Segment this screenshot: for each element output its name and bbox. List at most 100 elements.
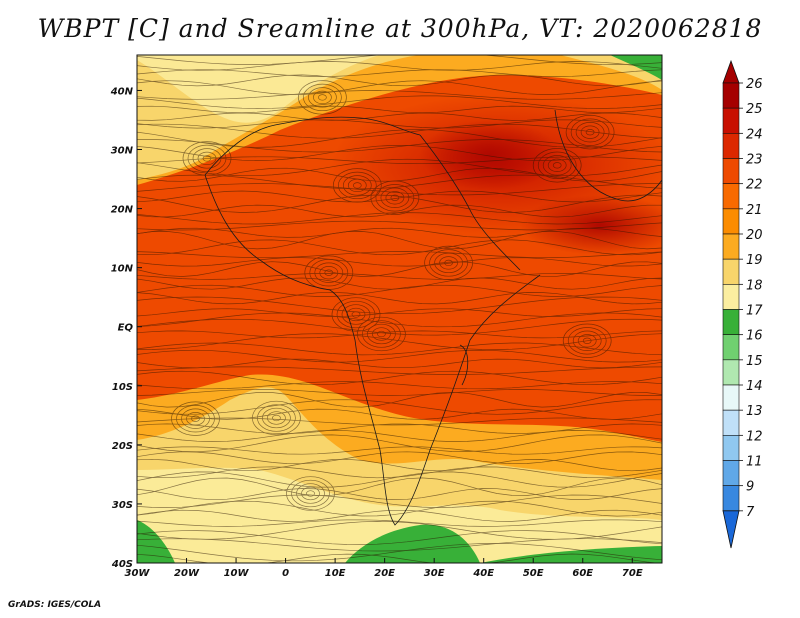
streamline-eddy [580,125,600,139]
streamline-eddy [537,151,577,179]
colorbar-label: 23 [746,153,763,168]
streamline-eddy [257,404,296,432]
streamline-eddy [306,490,315,497]
lon-tick-label: 0 [282,568,289,579]
streamline-eddy [337,171,377,200]
colorbar-label: 15 [746,354,763,369]
lat-tick-label: 20S [112,441,133,452]
streamline [137,458,662,472]
streamline [137,74,662,87]
colorbar-bottom-arrow [722,510,740,549]
streamline-eddy [286,476,335,511]
field-sw-green [137,520,175,563]
streamline-eddy [434,252,463,274]
streamline-eddy [313,90,332,105]
streamline [137,349,662,363]
field-se-green [480,546,662,563]
colorbar-swatch [722,208,740,235]
streamline-eddy [547,158,567,172]
streamline [137,446,662,455]
streamline [137,471,662,488]
streamline-eddy [332,168,382,203]
streamline [137,291,662,305]
streamline [137,381,662,390]
streamline-eddy [375,184,415,212]
streamline [137,95,662,109]
map-frame [136,54,663,564]
streamline [137,466,662,479]
streamline [137,145,662,161]
streamline [137,105,662,114]
lon-tick-label: 40E [472,568,494,579]
colorbar-swatch [722,107,740,134]
streamline [137,183,662,196]
streamline [137,308,662,317]
streamline [137,389,662,396]
lon-tick-label: 20W [174,568,200,579]
colorbar-label: 21 [746,203,763,218]
streamline-eddy [582,337,592,344]
streamline [137,494,662,508]
streamline-eddy [187,144,227,173]
streamline-eddy [444,259,453,267]
colorbar-swatch [722,133,740,159]
streamline-eddy [303,83,342,112]
streamline-eddy [385,191,405,205]
map-title: WBPT [C] and Sreamline at 300hPa, VT: 20… [37,14,763,43]
streamline [137,330,662,339]
streamline-eddy [351,311,361,318]
streamline-eddy [318,94,327,101]
streamline [137,417,662,426]
streamline [137,553,659,563]
colorbar-label: 24 [746,127,763,142]
streamline-eddy [567,327,607,355]
streamline-eddy [197,151,217,166]
streamline-eddy [324,269,334,276]
colorbar-swatch [722,183,740,210]
streamline [137,231,662,250]
field-north-pale [137,55,380,123]
streamline-eddy [309,259,349,287]
lat-tick-label: EQ [118,323,134,334]
streamline-eddy [565,115,615,150]
lat-tick-label: 10N [111,264,134,275]
streamline [137,530,662,545]
streamline-eddy [202,155,212,162]
streamline-eddy [585,129,595,136]
streamline-eddy [262,407,291,429]
streamlines [137,55,662,563]
streamline-eddy [377,330,386,338]
colorbar-label: 7 [746,505,755,520]
streamline-eddy [186,412,205,426]
streamline [137,399,662,415]
streamline-eddy [429,249,468,277]
streamline [137,261,662,277]
footer-credit: GrADS: IGES/COLA [8,600,102,610]
lat-tick-label: 20N [111,205,134,216]
streamline [137,430,662,442]
streamline [137,488,662,501]
streamline [137,90,662,100]
streamline-eddy [575,122,605,143]
streamline [137,366,662,375]
colorbar-label: 14 [746,379,763,394]
colorbar-label: 18 [746,278,763,293]
streamline [137,284,662,297]
lon-axis: 30W 20W 10W 0 10E 20E 30E 40E 50E 60E 70E [125,558,643,579]
streamline-eddy [367,323,396,345]
colorbar-label: 11 [746,455,763,470]
streamline-eddy [342,175,372,196]
colorbar-swatch [722,359,740,386]
streamline-eddy [272,414,281,422]
map-field [137,55,662,563]
streamline [137,370,662,386]
streamline-eddy [336,300,376,329]
colorbar: 26 25 24 23 22 21 20 19 18 17 16 15 14 13 12 11 9 7 [722,59,763,549]
field-south-green [345,524,480,563]
colorbar-swatch [722,435,740,461]
streamline-eddy [331,297,381,332]
streamline [137,112,662,121]
lon-tick-label: 60E [572,568,593,579]
colorbar-swatch [722,485,740,512]
